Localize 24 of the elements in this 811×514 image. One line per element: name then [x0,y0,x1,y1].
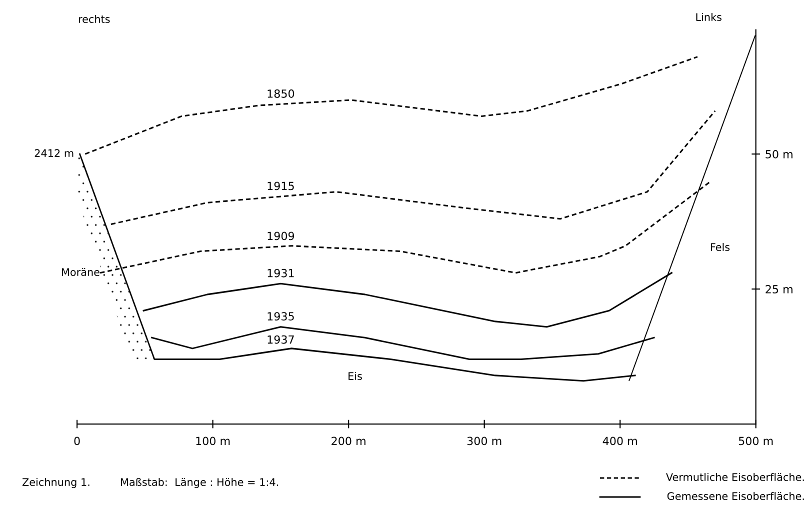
annotation: Moräne [62,268,100,276]
y-tick-label: 25 m [766,285,792,294]
text: Links [696,12,722,22]
x-tick-label: 0 [74,436,80,446]
annotation: Eis [348,372,362,380]
text: Zeichnung 1. [22,478,90,488]
x-tick-label: 500 m [738,436,773,446]
text: rechts [78,14,110,24]
y-tick-label: 50 m [766,150,792,158]
x-tick-label: 100 m [196,436,230,446]
x-tick-label: 200 m [332,436,366,446]
text: Maßstab: Länge : Höhe = 1:4. [121,478,278,488]
series-label: 1937 [268,335,294,344]
annotation: Fels [710,242,730,252]
series-label: 1909 [268,232,294,240]
annotation: 2412 m [34,149,74,157]
series-label: 1931 [268,268,294,278]
x-tick-label: 300 m [467,436,502,446]
series-label: 1935 [268,312,294,321]
text: Gemessene Eisoberfläche. [667,492,804,500]
x-tick-label: 400 m [602,436,637,446]
text: Vermutliche Eisoberfläche. [666,472,804,482]
series-label: 1850 [268,89,294,98]
series-label: 1915 [268,182,294,190]
